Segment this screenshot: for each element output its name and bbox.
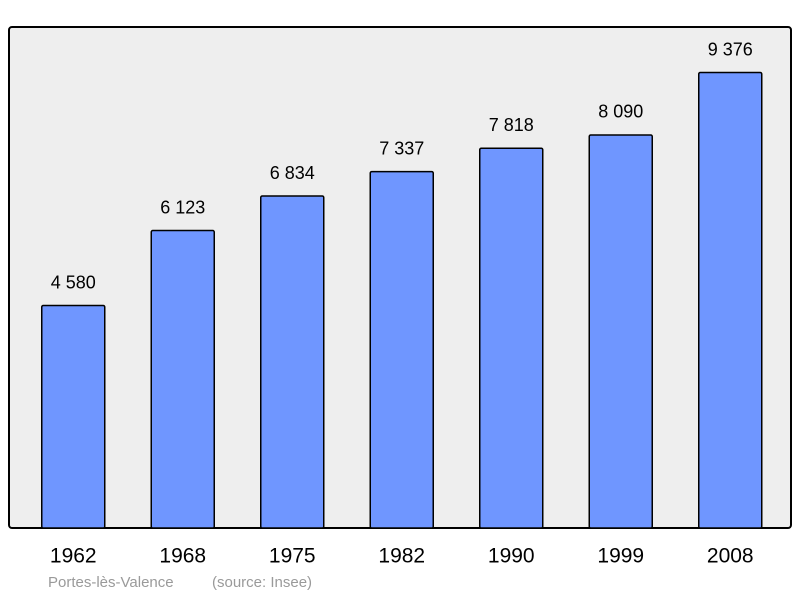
value-label: 8 090 — [598, 102, 643, 122]
x-tick-label: 1975 — [269, 545, 316, 568]
bar — [41, 304, 106, 529]
bar — [588, 134, 653, 529]
x-tick-label: 2008 — [707, 545, 754, 568]
source-note: (source: Insee) — [212, 574, 312, 591]
bar — [479, 147, 544, 529]
bar — [369, 170, 434, 529]
x-tick-label: 1962 — [50, 545, 97, 568]
value-label: 9 376 — [708, 39, 753, 59]
x-tick-label: 1990 — [488, 545, 535, 568]
value-label: 7 818 — [489, 115, 534, 135]
bar — [698, 71, 763, 529]
x-tick-label: 1968 — [159, 545, 206, 568]
x-tick-label: 1982 — [378, 545, 425, 568]
value-label: 6 123 — [160, 197, 205, 217]
place-name: Portes-lès-Valence — [48, 574, 174, 591]
value-label: 4 580 — [51, 272, 96, 292]
value-label: 7 337 — [379, 138, 424, 158]
bar — [260, 195, 325, 529]
bar — [150, 229, 215, 529]
value-label: 6 834 — [270, 163, 315, 183]
x-tick-label: 1999 — [597, 545, 644, 568]
